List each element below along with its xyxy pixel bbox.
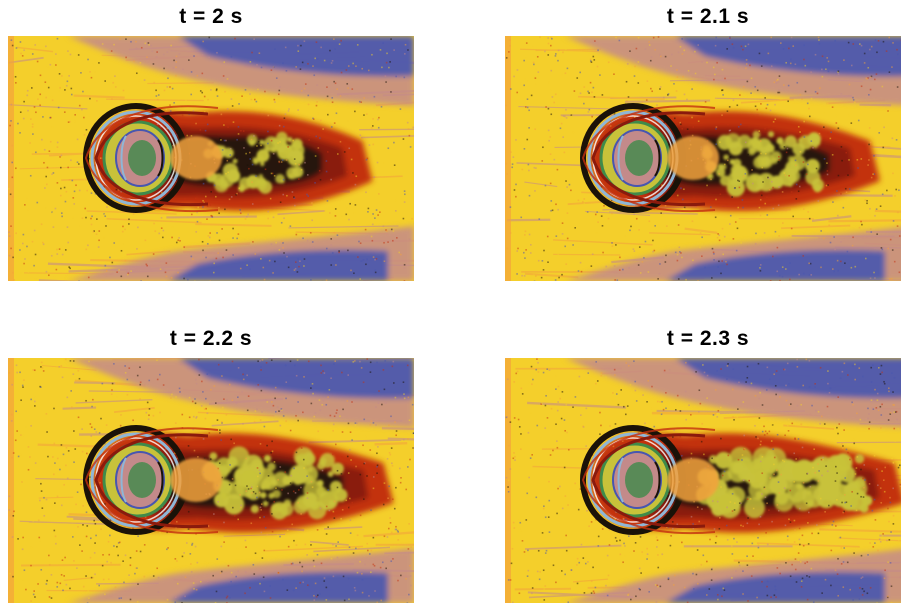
flow-field-image xyxy=(505,36,901,281)
panel-title: t = 2 s xyxy=(8,2,414,32)
flow-field-image xyxy=(505,358,901,603)
flow-field-image xyxy=(8,358,414,603)
panel-title: t = 2.2 s xyxy=(8,324,414,354)
flow-field-image xyxy=(8,36,414,281)
panel-title: t = 2.1 s xyxy=(505,2,901,32)
panel-title: t = 2.3 s xyxy=(505,324,901,354)
